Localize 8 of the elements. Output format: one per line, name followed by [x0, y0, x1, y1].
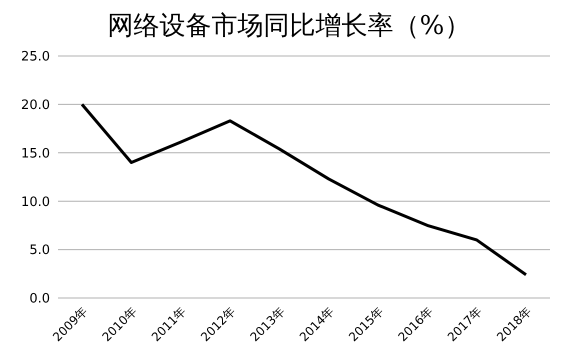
y-tick-label: 15.0	[21, 146, 50, 162]
y-tick-label: 0.0	[29, 292, 50, 307]
y-tick-label: 20.0	[21, 98, 50, 114]
line-series	[80, 102, 528, 276]
y-tick-label: 10.0	[21, 194, 50, 210]
y-tick-label: 25.0	[21, 50, 50, 65]
chart-title: 网络设备市场同比增长率（%）	[106, 10, 472, 43]
y-tick-label: 5.0	[29, 243, 50, 258]
